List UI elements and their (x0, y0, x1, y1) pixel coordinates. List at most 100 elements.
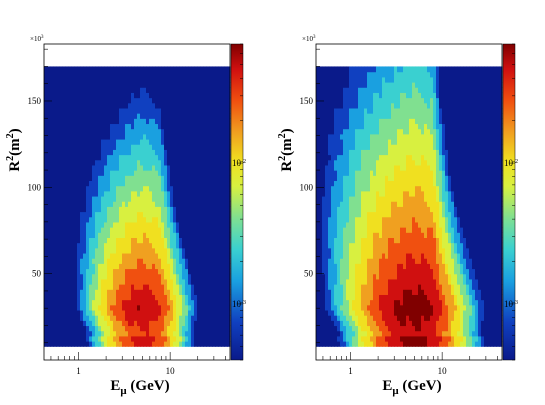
heatmap-cell (71, 294, 75, 301)
heatmap-cell (346, 278, 350, 285)
heatmap-cell (352, 211, 356, 218)
heatmap-cell (146, 289, 150, 295)
heatmap-cell (122, 66, 126, 73)
heatmap-cell (370, 190, 374, 197)
heatmap-cell (221, 81, 225, 88)
heatmap-cell (80, 221, 84, 228)
heatmap-cell (71, 97, 75, 104)
heatmap-cell (319, 315, 323, 321)
heatmap-cell (110, 175, 114, 182)
heatmap-cell (113, 216, 117, 223)
heatmap-cell (53, 102, 57, 109)
heatmap-cell (74, 175, 78, 182)
heatmap-cell (116, 232, 120, 238)
heatmap-cell (71, 304, 75, 311)
heatmap-cell (376, 289, 380, 295)
heatmap-cell (104, 284, 108, 290)
heatmap-cell (104, 107, 108, 114)
heatmap-cell (98, 341, 102, 347)
heatmap-cell (47, 206, 51, 213)
heatmap-cell (316, 315, 320, 321)
heatmap-cell (185, 66, 189, 73)
heatmap-cell (128, 76, 132, 83)
heatmap-cell (200, 107, 204, 114)
heatmap-cell (125, 87, 129, 93)
heatmap-cell (224, 92, 228, 99)
heatmap-cell (80, 154, 84, 161)
heatmap-cell (131, 206, 135, 213)
heatmap-cell (370, 252, 374, 259)
heatmap-cell (355, 97, 359, 104)
heatmap-cell (140, 284, 144, 290)
heatmap-cell (86, 195, 90, 202)
heatmap-cell (164, 154, 168, 161)
heatmap-cell (137, 128, 141, 135)
heatmap-cell (131, 128, 135, 135)
heatmap-cell (56, 159, 60, 166)
heatmap-cell (194, 325, 198, 332)
heatmap-cell (221, 113, 225, 119)
heatmap-cell (50, 227, 54, 233)
heatmap-cell (382, 315, 386, 321)
heatmap-cell (92, 278, 96, 285)
heatmap-cell (173, 341, 177, 347)
heatmap-cell (334, 159, 338, 166)
heatmap-cell (173, 325, 177, 332)
heatmap-cell (167, 185, 171, 192)
heatmap-cell (44, 201, 48, 207)
heatmap-cell (68, 164, 72, 171)
heatmap-cell (113, 252, 117, 259)
heatmap-cell (334, 294, 338, 301)
heatmap-cell (185, 263, 189, 270)
heatmap-cell (170, 195, 174, 202)
heatmap-cell (400, 330, 404, 337)
heatmap-cell (50, 185, 54, 192)
heatmap-cell (215, 304, 219, 311)
heatmap-cell (125, 299, 129, 306)
heatmap-cell (158, 195, 162, 202)
heatmap-cell (92, 92, 96, 99)
heatmap-cell (221, 149, 225, 156)
heatmap-cell (388, 97, 392, 104)
heatmap-cell (119, 325, 123, 332)
heatmap-cell (209, 81, 213, 88)
heatmap-cell (343, 299, 347, 306)
heatmap-cell (212, 268, 216, 275)
heatmap-cell (185, 92, 189, 99)
heatmap-cell (110, 304, 114, 311)
heatmap-cell (349, 278, 353, 285)
heatmap-cell (400, 268, 404, 275)
heatmap-cell (152, 190, 156, 197)
heatmap-cell (53, 304, 57, 311)
heatmap-cell (95, 164, 99, 171)
heatmap-cell (155, 304, 159, 311)
heatmap-cell (334, 201, 338, 207)
heatmap-cell (44, 284, 48, 290)
heatmap-cell (379, 144, 383, 150)
heatmap-cell (352, 149, 356, 156)
heatmap-cell (50, 107, 54, 114)
heatmap-cell (44, 330, 48, 337)
heatmap-cell (352, 335, 356, 342)
heatmap-cell (185, 320, 189, 327)
heatmap-cell (340, 113, 344, 119)
heatmap-cell (388, 263, 392, 270)
heatmap-cell (74, 227, 78, 233)
heatmap-cell (146, 320, 150, 327)
heatmap-cell (379, 170, 383, 176)
heatmap-cell (152, 128, 156, 135)
heatmap-cell (343, 133, 347, 140)
heatmap-cell (221, 102, 225, 109)
heatmap-cell (119, 175, 123, 182)
heatmap-cell (182, 138, 186, 145)
heatmap-cell (346, 273, 350, 280)
heatmap-cell (325, 216, 329, 223)
heatmap-cell (62, 123, 66, 130)
heatmap-cell (125, 268, 129, 275)
heatmap-cell (176, 289, 180, 295)
heatmap-cell (316, 299, 320, 306)
x-tick-label: 10 (166, 366, 176, 376)
heatmap-cell (340, 66, 344, 73)
heatmap-cell (89, 335, 93, 342)
heatmap-cell (47, 237, 51, 244)
